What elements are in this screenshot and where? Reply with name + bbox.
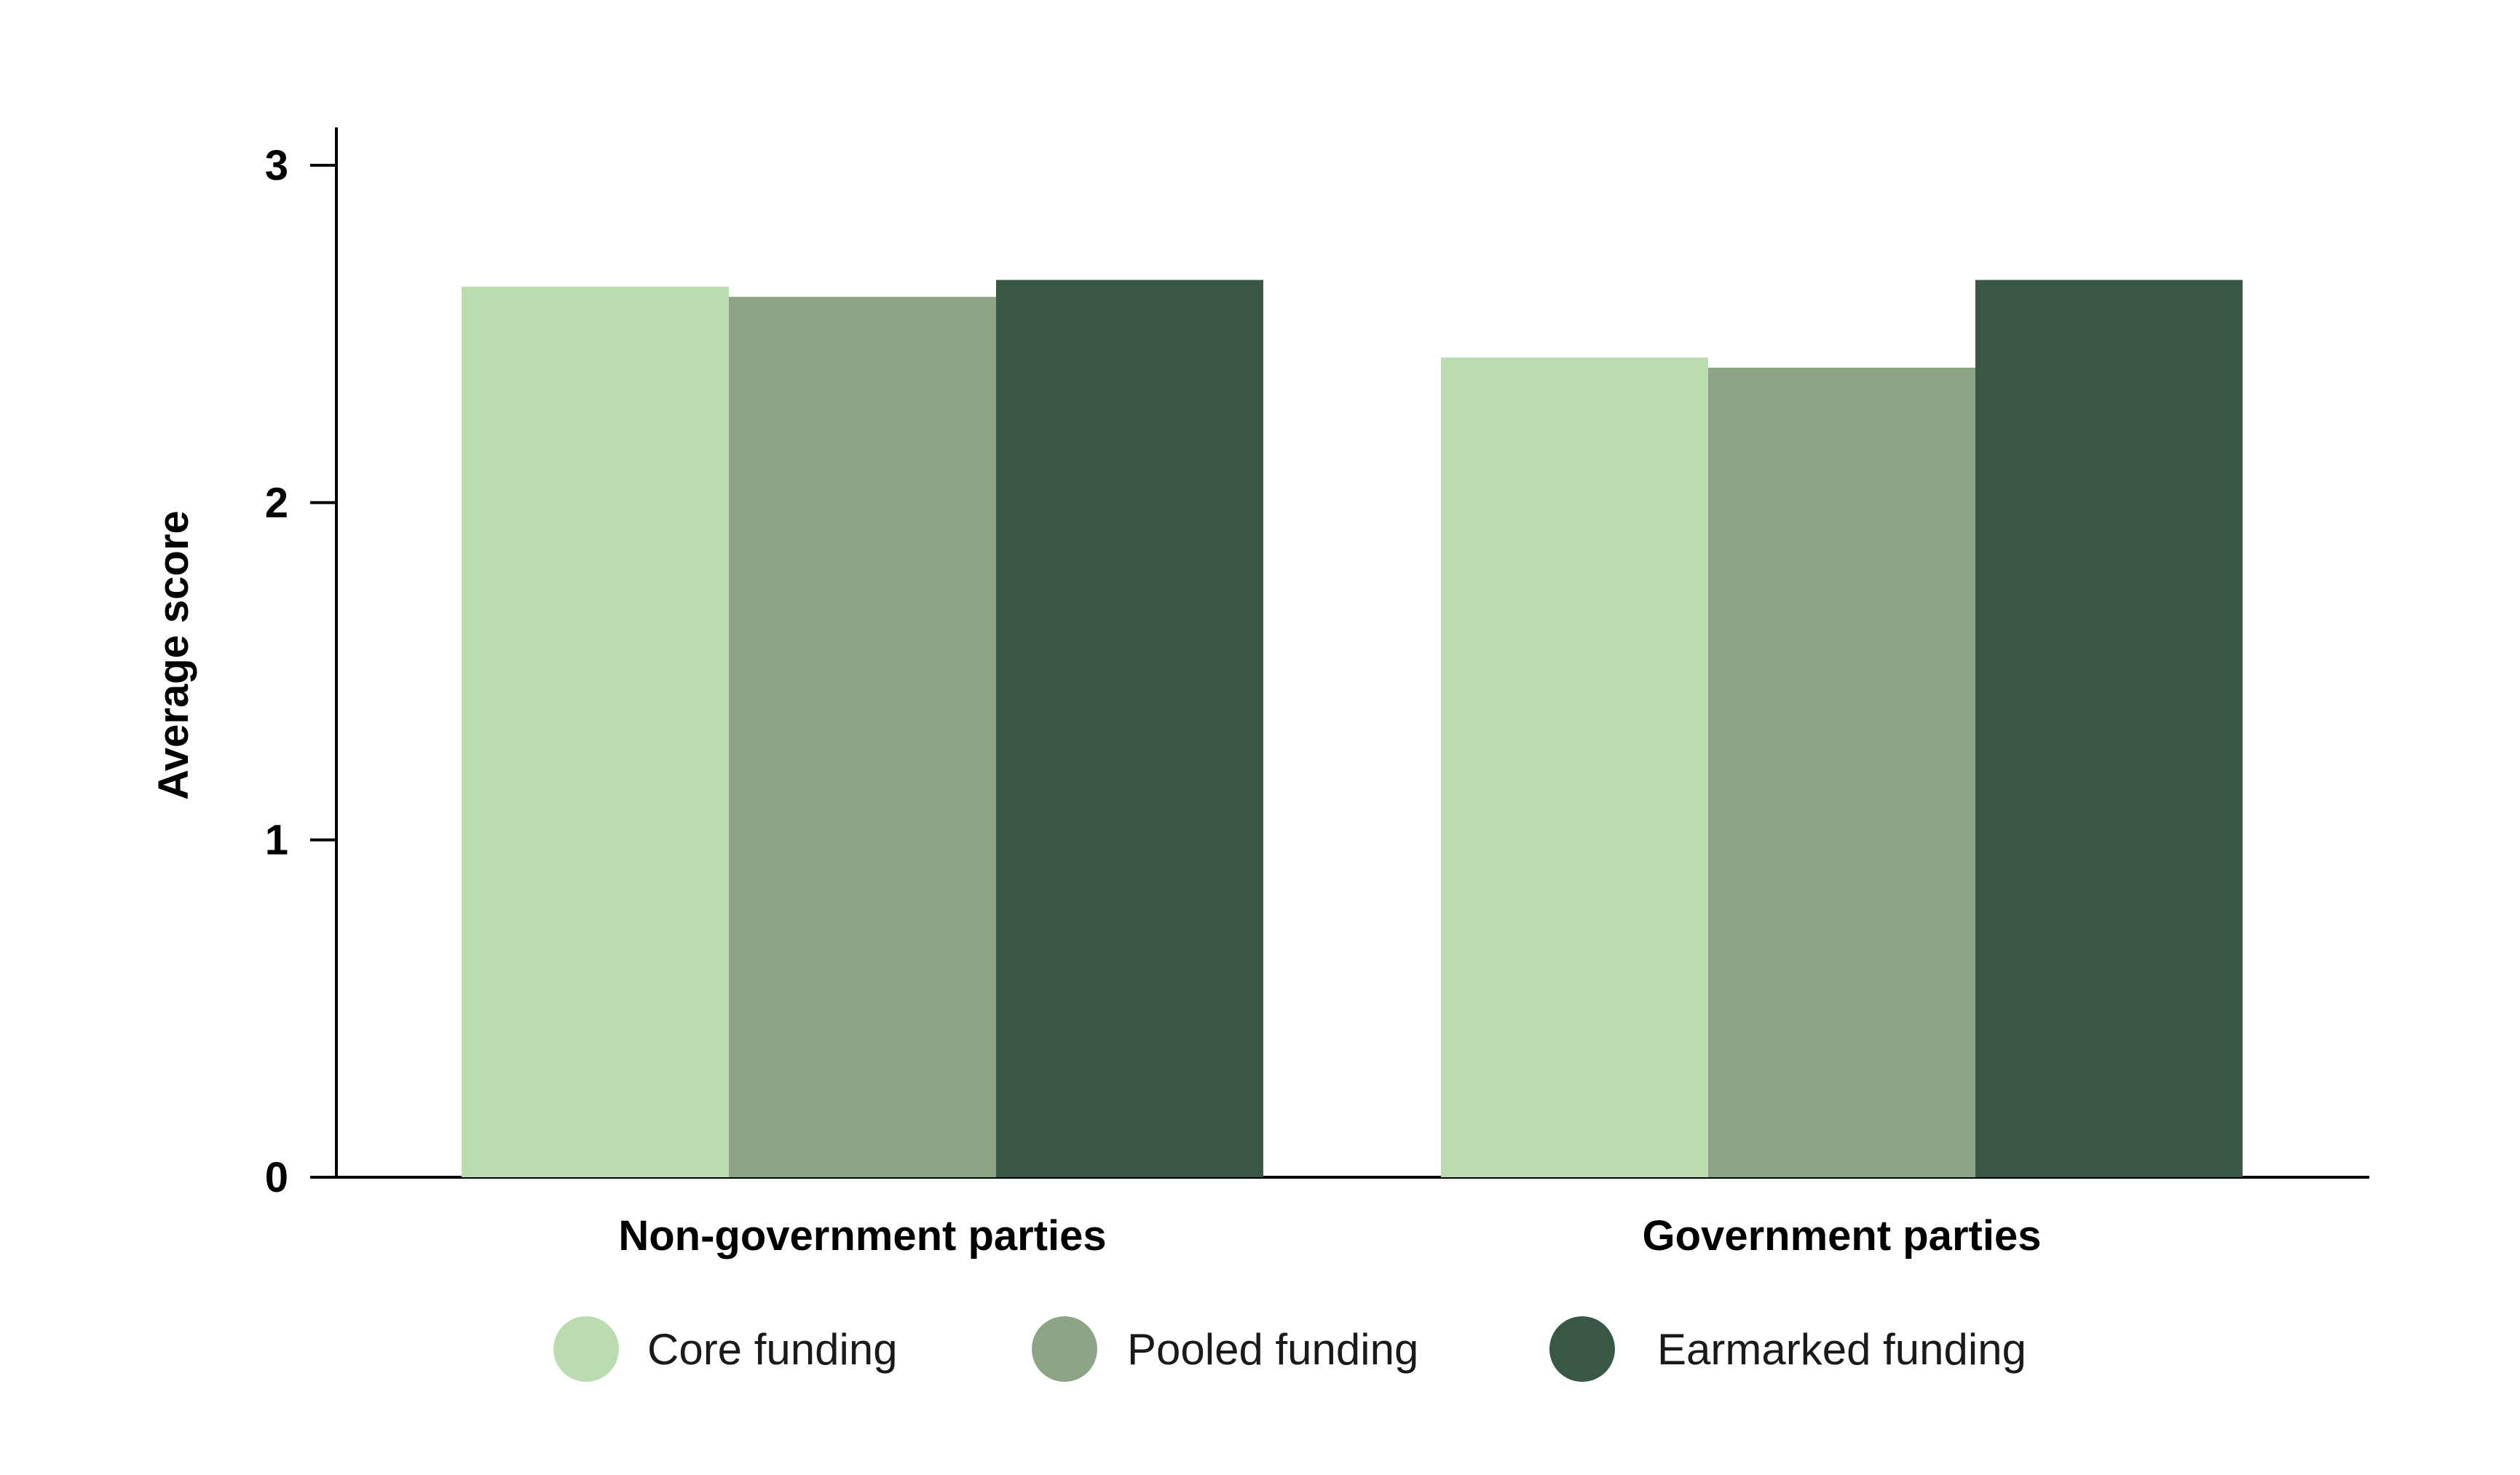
bars <box>462 280 2243 1178</box>
legend: Core funding Pooled funding Earmarked fund… <box>553 1316 2026 1382</box>
legend-label: Pooled funding <box>1127 1325 1418 1374</box>
y-tick-label: 3 <box>265 142 288 189</box>
y-tick-label: 2 <box>265 479 288 526</box>
bar-pooled-funding-1 <box>1708 368 1975 1177</box>
y-axis-title: Average score <box>150 510 197 800</box>
bar-pooled-funding-0 <box>729 296 996 1178</box>
y-tick-label: 0 <box>265 1154 288 1201</box>
legend-label: Core funding <box>647 1325 898 1374</box>
bar-core-funding-0 <box>462 286 729 1177</box>
category-label: Non-government parties <box>618 1212 1106 1260</box>
legend-label: Earmarked funding <box>1657 1325 2026 1374</box>
category-labels: Non-government parties Government parties <box>618 1212 2041 1260</box>
y-tick-label: 1 <box>265 817 288 864</box>
bar-core-funding-1 <box>1441 357 1708 1178</box>
bar-earmarked-funding-1 <box>1975 280 2243 1177</box>
y-axis: 0 1 2 3 <box>265 127 338 1201</box>
legend-swatch-pooled-funding <box>1032 1316 1097 1382</box>
bar-earmarked-funding-0 <box>996 280 1263 1177</box>
legend-swatch-core-funding <box>553 1316 619 1382</box>
category-label: Government parties <box>1643 1212 2042 1260</box>
legend-swatch-earmarked-funding <box>1549 1316 1615 1382</box>
